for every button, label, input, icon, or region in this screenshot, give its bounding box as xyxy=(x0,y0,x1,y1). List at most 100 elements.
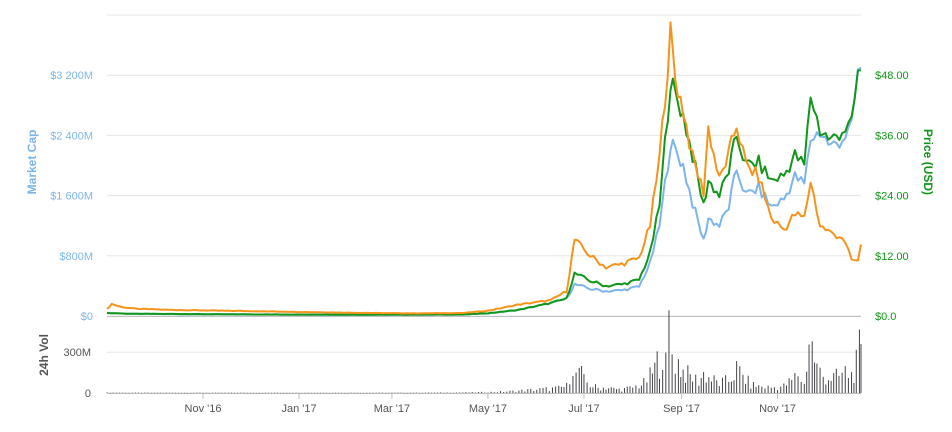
volume-bar xyxy=(319,392,321,394)
volume-bar xyxy=(109,392,111,394)
price-usd-tick-label: $48.00 xyxy=(875,70,909,82)
volume-bar xyxy=(431,392,433,394)
market-cap-tick-label: $3 200M xyxy=(50,70,93,82)
volume-bar xyxy=(150,392,152,394)
volume-bar xyxy=(137,392,139,394)
volume-bar xyxy=(119,392,121,394)
volume-bar xyxy=(615,389,617,393)
volume-bar xyxy=(506,391,508,393)
volume-bar xyxy=(833,373,835,393)
volume-bar xyxy=(682,369,684,393)
volume-bar xyxy=(777,390,779,393)
volume-bar xyxy=(730,381,732,393)
volume-bar xyxy=(412,392,414,394)
volume-bar xyxy=(484,392,486,394)
volume-bar xyxy=(713,375,715,393)
volume-bar xyxy=(512,390,514,393)
volume-bar xyxy=(403,392,405,394)
volume-bar xyxy=(147,392,149,394)
volume-bar xyxy=(602,387,604,393)
volume-bar xyxy=(825,384,827,393)
volume-bar xyxy=(524,391,526,393)
volume-bar xyxy=(733,380,735,393)
volume-bar xyxy=(783,383,785,393)
x-tick-label: Nov '17 xyxy=(759,403,796,415)
x-tick-label: Mar '17 xyxy=(374,403,410,415)
volume-bar xyxy=(428,392,430,393)
volume-bar xyxy=(542,387,544,393)
volume-bar xyxy=(578,367,580,393)
volume-bar xyxy=(800,381,802,393)
price-usd-tick-label: $24.00 xyxy=(875,191,909,203)
volume-bar xyxy=(313,392,315,394)
volume-bar xyxy=(125,392,127,394)
volume-bar xyxy=(199,392,201,394)
volume-bar xyxy=(141,392,143,394)
x-tick-label: Sep '17 xyxy=(663,403,700,415)
volume-bar xyxy=(490,391,492,393)
volume-bar xyxy=(527,389,529,393)
volume-bar xyxy=(509,390,511,393)
volume-bar xyxy=(572,376,574,393)
volume-bar xyxy=(750,388,752,393)
volume-bar xyxy=(329,392,331,394)
volume-bar xyxy=(646,382,648,393)
volume-bar xyxy=(761,386,763,393)
volume-bar xyxy=(838,375,840,393)
volume-bar xyxy=(560,386,562,393)
volume-bar xyxy=(613,387,615,393)
volume-bar xyxy=(600,390,602,393)
volume-bar xyxy=(808,344,810,393)
volume-bar xyxy=(178,392,180,394)
volume-bar xyxy=(608,388,610,393)
volume-tick-label: 300M xyxy=(63,347,91,359)
volume-bar xyxy=(500,391,502,393)
volume-bar xyxy=(144,392,146,394)
volume-bar xyxy=(835,368,837,393)
volume-bar xyxy=(434,392,436,394)
volume-bar xyxy=(455,392,457,393)
volume-bar xyxy=(289,392,291,394)
volume-bar xyxy=(640,385,642,393)
volume-bar xyxy=(406,392,408,394)
volume-bar xyxy=(397,392,399,394)
volume-bar xyxy=(332,392,334,394)
volume-bar xyxy=(298,392,300,394)
volume-bar xyxy=(304,392,306,394)
volume-bar xyxy=(581,365,583,393)
market-cap-tick-label: $2 400M xyxy=(50,130,93,142)
volume-bar xyxy=(112,392,114,394)
volume-bar xyxy=(356,392,358,394)
volume-bar xyxy=(651,373,653,393)
volume-bar xyxy=(705,382,707,393)
volume-bar xyxy=(767,385,769,393)
volume-bar xyxy=(770,387,772,393)
volume-bar xyxy=(394,392,396,394)
volume-bar xyxy=(791,379,793,393)
volume-bar xyxy=(794,373,796,393)
volume-bar xyxy=(474,392,476,393)
volume-bar xyxy=(122,392,124,394)
volume-bar xyxy=(533,390,535,393)
volume-bar xyxy=(530,388,532,393)
volume-bar xyxy=(462,392,464,393)
volume-bar xyxy=(780,386,782,393)
volume-bar xyxy=(674,373,676,393)
volume-bar xyxy=(215,392,217,394)
volume-bar xyxy=(240,392,242,394)
volume-bar xyxy=(366,392,368,394)
volume-bar xyxy=(555,386,557,393)
volume-bar xyxy=(725,375,727,393)
volume-bar xyxy=(698,385,700,393)
volume-bar xyxy=(165,392,167,394)
volume-bar xyxy=(243,392,245,394)
price-usd-line xyxy=(106,69,862,316)
volume-bar xyxy=(797,376,799,393)
volume-bar xyxy=(391,392,393,394)
volume-bar xyxy=(347,392,349,394)
volume-bar xyxy=(692,381,694,393)
volume-bar xyxy=(853,382,855,393)
volume-bar xyxy=(539,388,541,393)
volume-bar xyxy=(626,386,628,393)
volume-bar xyxy=(566,382,568,393)
